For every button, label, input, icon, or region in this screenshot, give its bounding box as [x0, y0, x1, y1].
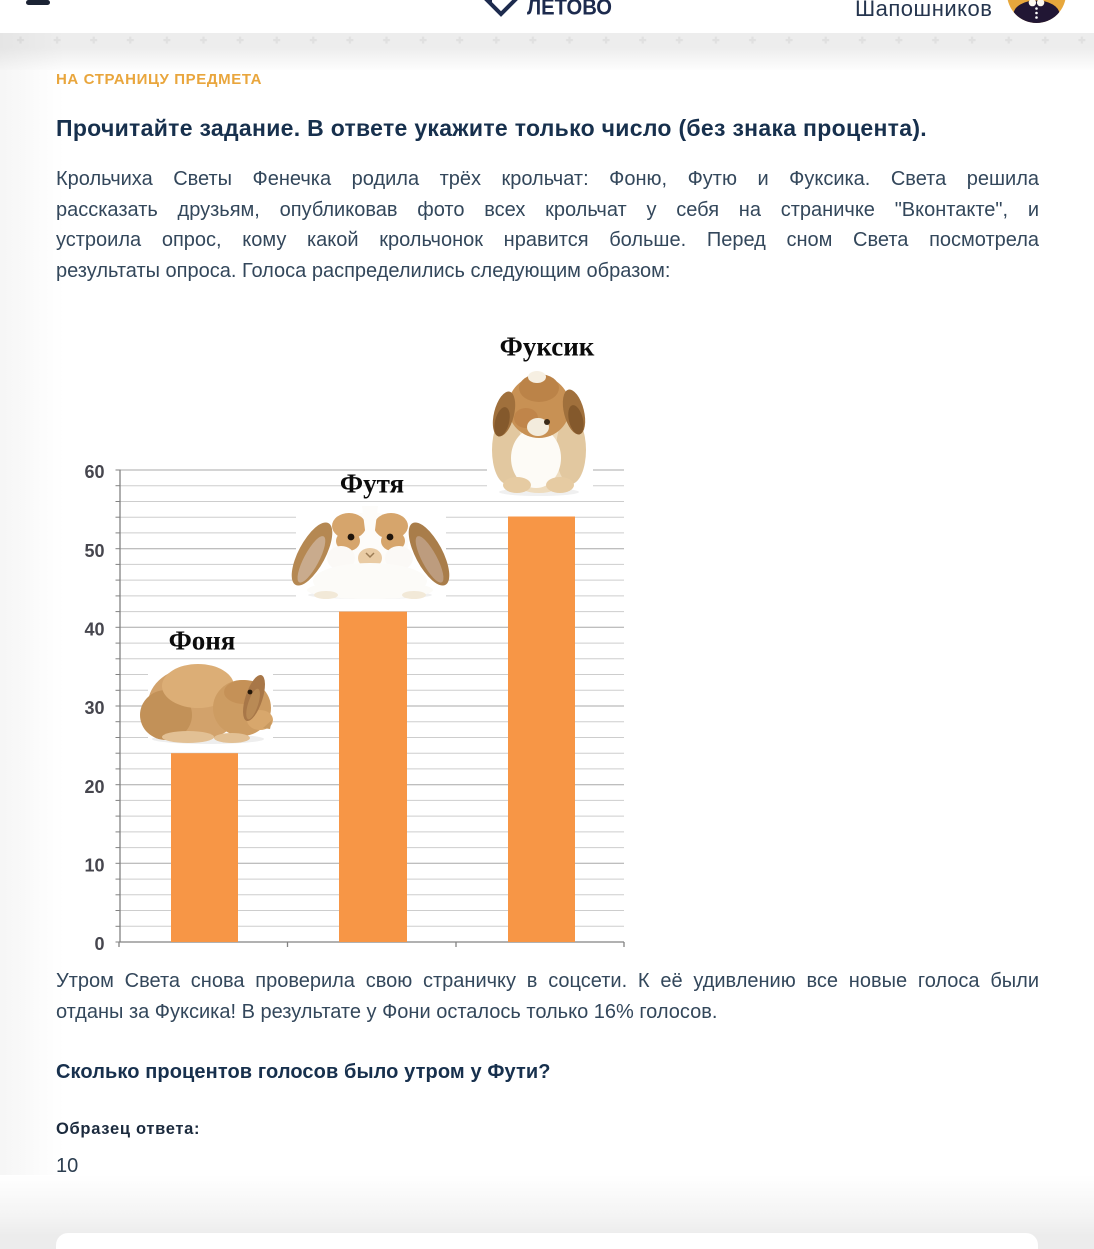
- svg-text:0: 0: [94, 934, 104, 954]
- svg-text:Фоня: Фоня: [169, 626, 236, 656]
- svg-text:50: 50: [84, 541, 104, 561]
- svg-text:10: 10: [84, 856, 104, 876]
- svg-text:60: 60: [84, 462, 104, 482]
- svg-text:ЛЕТОВО: ЛЕТОВО: [527, 0, 612, 20]
- svg-text:40: 40: [84, 620, 104, 640]
- svg-text:20: 20: [84, 777, 104, 797]
- svg-text:30: 30: [84, 698, 104, 718]
- svg-text:Фуксик: Фуксик: [500, 332, 595, 362]
- svg-text:Футя: Футя: [340, 469, 404, 499]
